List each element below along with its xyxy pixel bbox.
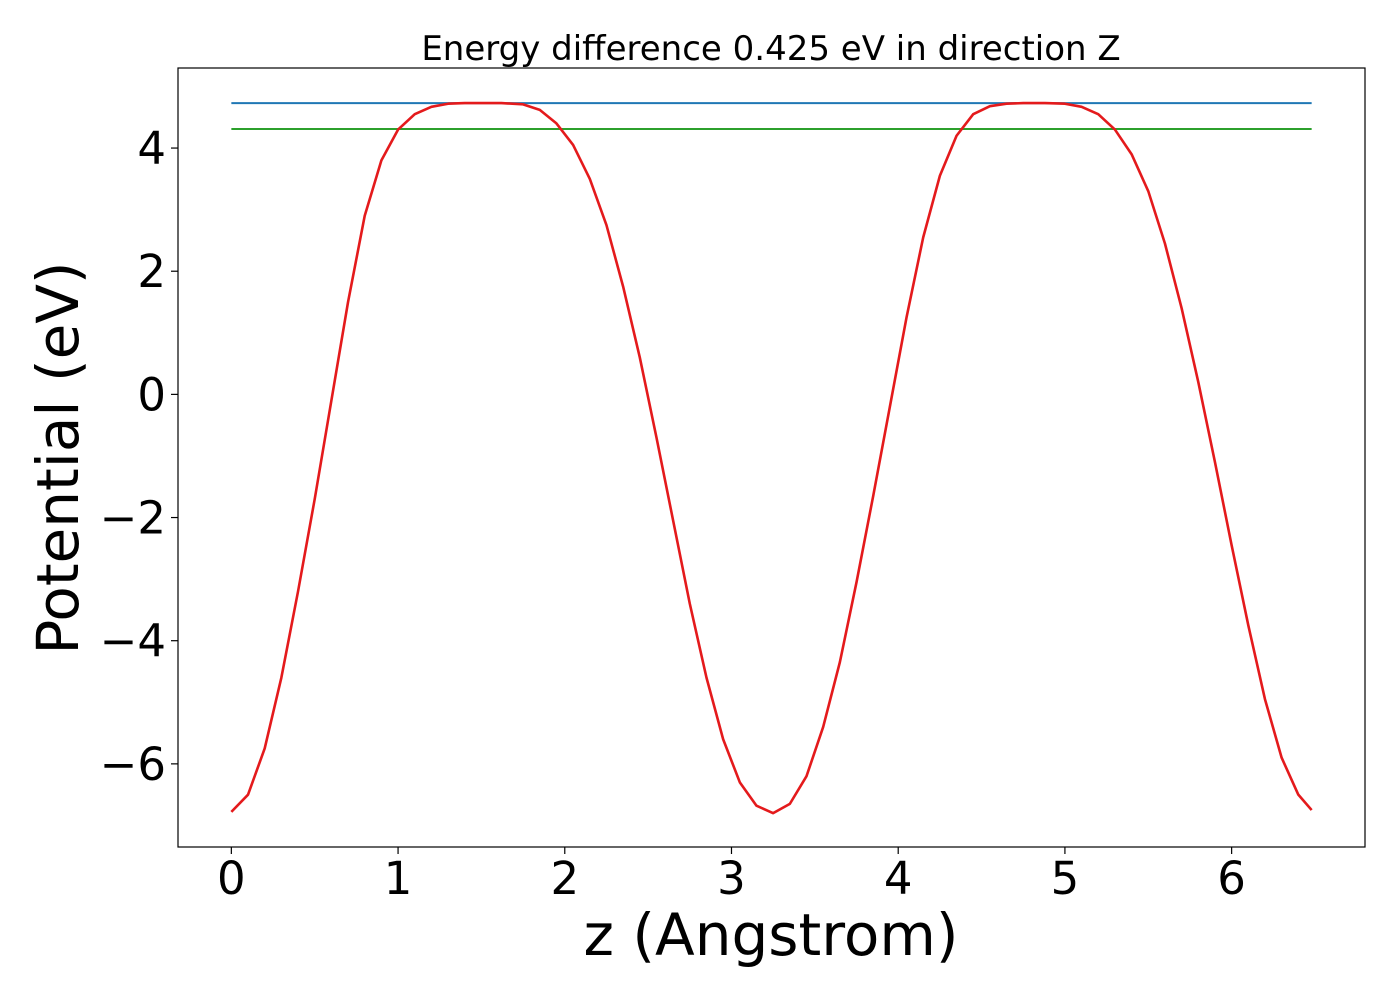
x-tick-label: 6 [1217, 852, 1246, 905]
x-tick-label: 1 [384, 852, 413, 905]
y-axis: −6 −4 −2 0 2 4 [100, 122, 178, 791]
x-tick-label: 4 [884, 852, 913, 905]
series-line-3 [230, 101, 1313, 815]
x-tick-label: 0 [217, 852, 246, 905]
y-tick-label: −6 [100, 738, 166, 791]
y-tick-label: 0 [137, 368, 166, 421]
y-tick-label: 2 [137, 245, 166, 298]
x-tick-label: 3 [717, 852, 746, 905]
chart-title: Energy difference 0.425 eV in direction … [421, 29, 1120, 69]
plot-area-frame [177, 67, 1366, 848]
y-axis-label: Potential (eV) [24, 261, 92, 654]
y-tick-label: −4 [100, 615, 166, 668]
y-tick-label: −2 [100, 492, 166, 545]
x-axis: 0 1 2 3 4 5 6 [217, 847, 1246, 905]
x-tick-label: 5 [1051, 852, 1080, 905]
x-axis-label: z (Angstrom) [584, 901, 959, 969]
y-tick-label: 4 [137, 122, 166, 175]
series-layer [230, 101, 1313, 815]
x-tick-label: 2 [550, 852, 579, 905]
